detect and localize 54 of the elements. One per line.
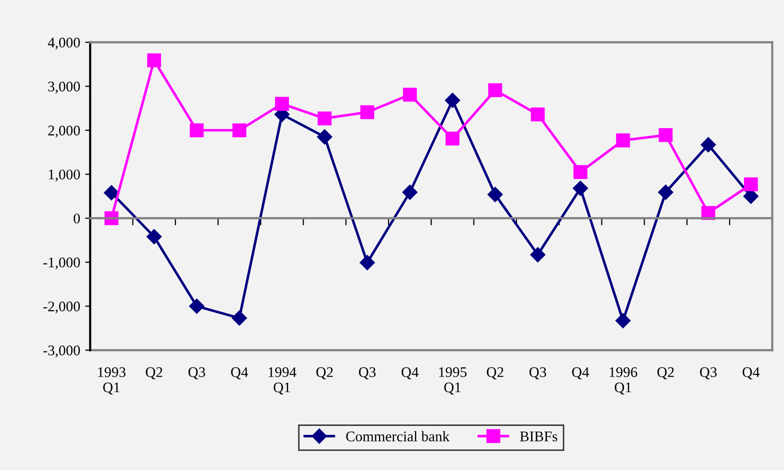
point [530, 107, 545, 122]
y-tick-label: 2,000 [48, 126, 80, 138]
point [444, 92, 460, 108]
y-tick-label: -3,000 [43, 346, 80, 358]
x-tick-label: Q4 [231, 367, 248, 380]
x-tick-label: Q4 [742, 367, 760, 380]
x-tick-label: Q2 [146, 367, 162, 380]
y-tick-label: 1,000 [48, 170, 80, 182]
y-tick-label: 0 [74, 214, 80, 224]
point [744, 177, 758, 192]
legend-label: Commercial bank [346, 431, 450, 442]
point [275, 96, 289, 111]
x-tick-label: Q3 [700, 367, 717, 380]
point [317, 129, 332, 144]
y-tick-label: -2,000 [43, 302, 80, 314]
x-tick-label: Q4 [402, 367, 419, 380]
x-tick-label: 1993 Q1 [98, 367, 126, 395]
x-tick-label: Q2 [486, 367, 504, 380]
x-tick-label: Q3 [529, 367, 546, 380]
point [146, 229, 162, 244]
point [658, 128, 673, 142]
point [104, 185, 120, 200]
y-tick-label: -1,000 [43, 258, 80, 270]
point [360, 105, 374, 120]
point [615, 313, 631, 328]
point [446, 132, 460, 146]
x-tick-label: Q2 [657, 367, 674, 380]
point [318, 111, 332, 126]
point [402, 184, 418, 200]
point [530, 247, 546, 262]
point [573, 165, 588, 179]
x-tick-label: Q3 [358, 367, 376, 380]
x-tick-label: Q4 [572, 367, 590, 380]
x-tick-label: Q3 [188, 367, 206, 380]
x-tick-label: 1996 Q1 [610, 367, 638, 395]
point [190, 123, 204, 138]
x-tick-label: Q2 [316, 367, 333, 380]
point [488, 186, 503, 202]
legend-label: BIBFs [520, 432, 558, 442]
point [147, 53, 162, 68]
point [616, 133, 630, 148]
point [488, 83, 502, 98]
point [232, 310, 247, 326]
y-tick-label: 4,000 [48, 38, 80, 50]
point [658, 184, 674, 200]
point [189, 298, 204, 314]
point [360, 255, 375, 270]
point [700, 137, 716, 152]
y-tick-label: 3,000 [48, 82, 80, 94]
point [232, 123, 246, 138]
point [572, 180, 588, 196]
x-tick-label: 1994 Q1 [268, 367, 296, 395]
point [402, 88, 417, 102]
x-tick-label: 1995 Q1 [439, 367, 467, 395]
